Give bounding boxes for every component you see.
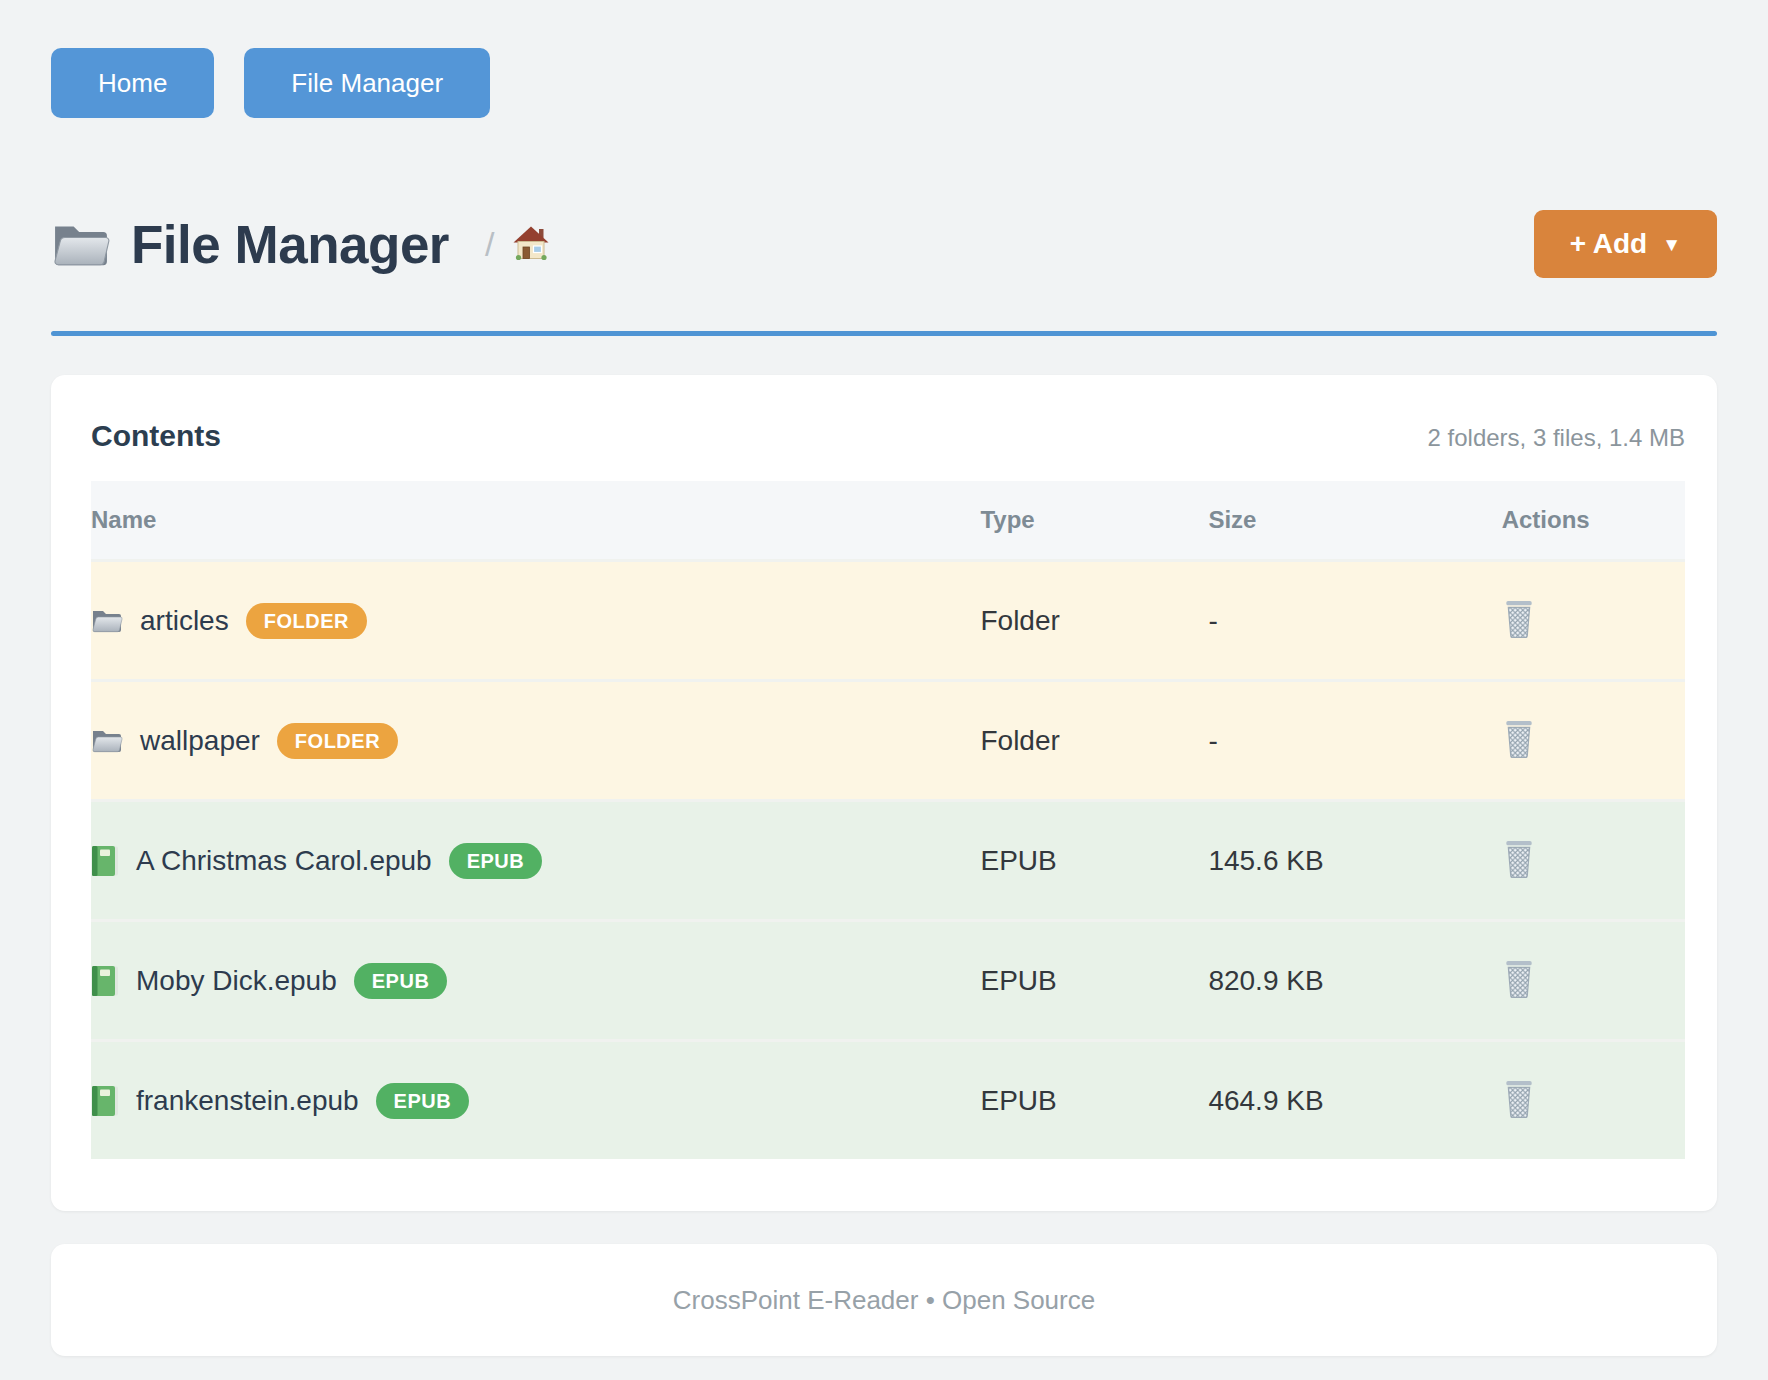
type-cell: EPUB	[980, 921, 1208, 1041]
delete-button[interactable]	[1502, 600, 1536, 641]
type-cell: EPUB	[980, 1041, 1208, 1160]
epub-badge: EPUB	[449, 843, 543, 879]
breadcrumb-home-link[interactable]	[512, 225, 550, 264]
size-cell: 820.9 KB	[1208, 921, 1501, 1041]
delete-button[interactable]	[1502, 840, 1536, 881]
size-cell: 145.6 KB	[1208, 801, 1501, 921]
breadcrumb-separator: /	[485, 225, 494, 264]
column-header-actions: Actions	[1502, 481, 1685, 561]
folder-badge: FOLDER	[246, 603, 367, 639]
size-cell: -	[1208, 681, 1501, 801]
title-divider	[51, 331, 1717, 336]
epub-badge: EPUB	[376, 1083, 470, 1119]
nav-home-button[interactable]: Home	[51, 48, 214, 118]
footer-card: CrossPoint E-Reader • Open Source	[51, 1244, 1717, 1356]
file-name-link[interactable]: articles	[140, 605, 229, 637]
file-name-link[interactable]: frankenstein.epub	[136, 1085, 359, 1117]
size-cell: 464.9 KB	[1208, 1041, 1501, 1160]
file-name-link[interactable]: wallpaper	[140, 725, 260, 757]
file-name-link[interactable]: A Christmas Carol.epub	[136, 845, 432, 877]
green-book-icon	[91, 1085, 119, 1117]
size-cell: -	[1208, 561, 1501, 681]
table-row: A Christmas Carol.epub EPUB EPUB 145.6 K…	[91, 801, 1685, 921]
delete-button[interactable]	[1502, 720, 1536, 761]
add-button[interactable]: + Add ▼	[1534, 210, 1717, 278]
table-header-row: Name Type Size Actions	[91, 481, 1685, 561]
type-cell: EPUB	[980, 801, 1208, 921]
type-cell: Folder	[980, 561, 1208, 681]
top-nav: Home File Manager	[0, 0, 1768, 118]
folder-icon	[91, 727, 123, 754]
column-header-type: Type	[980, 481, 1208, 561]
wastebasket-icon	[1502, 840, 1536, 881]
page-title: File Manager	[131, 214, 449, 275]
green-book-icon	[91, 845, 119, 877]
contents-heading: Contents	[91, 419, 221, 453]
table-row: wallpaper FOLDER Folder -	[91, 681, 1685, 801]
chevron-down-icon: ▼	[1662, 234, 1681, 256]
footer-text: CrossPoint E-Reader • Open Source	[673, 1285, 1095, 1316]
wastebasket-icon	[1502, 960, 1536, 1001]
wastebasket-icon	[1502, 720, 1536, 761]
column-header-name: Name	[91, 481, 980, 561]
folder-icon	[91, 607, 123, 634]
table-row: articles FOLDER Folder -	[91, 561, 1685, 681]
wastebasket-icon	[1502, 600, 1536, 641]
nav-file-manager-button[interactable]: File Manager	[244, 48, 490, 118]
page-header: File Manager / + Add ▼	[51, 208, 1717, 280]
open-folder-icon	[51, 219, 111, 269]
add-button-label: + Add	[1570, 228, 1648, 260]
green-book-icon	[91, 965, 119, 997]
table-row: frankenstein.epub EPUB EPUB 464.9 KB	[91, 1041, 1685, 1160]
delete-button[interactable]	[1502, 960, 1536, 1001]
house-icon	[512, 225, 550, 264]
epub-badge: EPUB	[354, 963, 448, 999]
column-header-size: Size	[1208, 481, 1501, 561]
contents-card: Contents 2 folders, 3 files, 1.4 MB Name…	[51, 375, 1717, 1211]
breadcrumb: /	[485, 225, 550, 264]
delete-button[interactable]	[1502, 1080, 1536, 1121]
wastebasket-icon	[1502, 1080, 1536, 1121]
contents-summary: 2 folders, 3 files, 1.4 MB	[1428, 424, 1685, 452]
file-name-link[interactable]: Moby Dick.epub	[136, 965, 337, 997]
type-cell: Folder	[980, 681, 1208, 801]
folder-badge: FOLDER	[277, 723, 398, 759]
contents-table: Name Type Size Actions articles FOLDER F…	[91, 481, 1685, 1159]
table-row: Moby Dick.epub EPUB EPUB 820.9 KB	[91, 921, 1685, 1041]
